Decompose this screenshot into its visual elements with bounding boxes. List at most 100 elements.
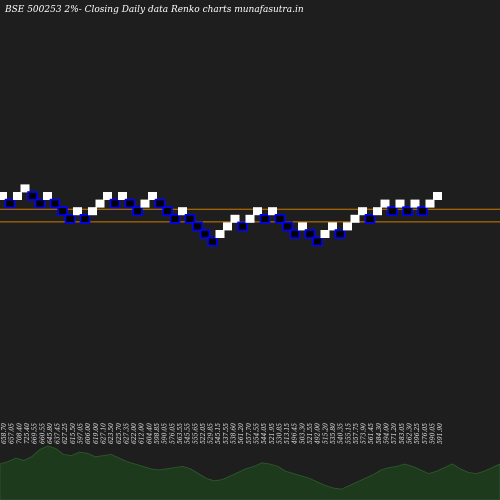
renko-brick-up xyxy=(245,214,255,223)
price-label: 537.55 xyxy=(223,423,230,444)
renko-brick-up xyxy=(223,222,232,231)
price-label: 658.70 xyxy=(1,423,8,444)
price-label: 573.90 xyxy=(361,423,368,444)
price-label: 627.35 xyxy=(123,423,130,444)
renko-brick-up xyxy=(425,199,435,208)
price-label: 557.75 xyxy=(353,423,360,444)
price-label: 555.65 xyxy=(192,423,199,444)
renko-brick-up xyxy=(373,207,382,216)
renko-brick-down xyxy=(57,206,68,216)
renko-brick-up xyxy=(410,199,420,208)
renko-brick-up xyxy=(43,192,52,200)
price-label: 562.30 xyxy=(406,423,413,444)
renko-brick-down xyxy=(289,229,301,239)
price-label: 590.05 xyxy=(429,423,436,444)
chart-title: BSE 500253 2%- Closing Daily data Renko … xyxy=(4,5,304,15)
price-label: 598.85 xyxy=(154,423,161,444)
renko-brick-down xyxy=(199,229,211,239)
price-label: 584.30 xyxy=(376,423,383,444)
price-label: 645.80 xyxy=(47,423,54,444)
renko-brick-up xyxy=(103,192,112,200)
renko-brick-up xyxy=(343,222,352,231)
renko-brick-up xyxy=(73,207,82,216)
volume-area xyxy=(0,445,500,500)
renko-brick-down xyxy=(402,206,413,216)
renko-brick-down xyxy=(312,236,323,247)
renko-brick-down xyxy=(364,214,376,224)
renko-brick-up xyxy=(328,222,337,231)
renko-brick-down xyxy=(184,214,196,224)
renko-brick-down xyxy=(259,214,271,224)
price-label: 590.05 xyxy=(162,423,169,444)
renko-brick-up xyxy=(380,199,390,208)
renko-brick-up xyxy=(95,199,105,208)
price-label: 627.10 xyxy=(100,423,107,444)
price-label: 521.95 xyxy=(269,423,276,444)
price-label: 563.55 xyxy=(177,423,184,444)
renko-brick-up xyxy=(140,199,150,208)
price-label: 555.15 xyxy=(345,423,352,444)
renko-brick-down xyxy=(162,206,173,216)
price-label: 496.45 xyxy=(292,423,299,445)
price-label: 538.60 xyxy=(231,423,238,444)
renko-brick-down xyxy=(154,198,166,209)
renko-brick-up xyxy=(253,207,262,216)
price-label: 657.05 xyxy=(9,423,16,444)
price-label: 557.70 xyxy=(246,423,253,444)
renko-brick-up xyxy=(0,192,7,200)
renko-brick-down xyxy=(124,198,136,209)
renko-brick-up xyxy=(320,230,330,238)
renko-brick-up xyxy=(118,192,127,200)
price-label: 554.55 xyxy=(253,423,260,444)
price-label: 596.25 xyxy=(414,423,421,444)
renko-brick-down xyxy=(64,214,76,224)
price-label: 615.50 xyxy=(70,423,77,444)
price-label: 625.70 xyxy=(116,423,123,444)
price-label: 522.05 xyxy=(200,423,207,444)
price-label: 503.30 xyxy=(299,423,306,444)
price-label: 529.85 xyxy=(208,423,215,444)
renko-brick-up xyxy=(178,207,187,216)
renko-brick-up xyxy=(395,199,405,208)
price-label: 597.05 xyxy=(78,423,85,444)
price-label: 515.20 xyxy=(322,423,329,444)
price-label: 619.00 xyxy=(93,423,100,444)
renko-brick-down xyxy=(169,214,181,224)
volume-layer xyxy=(0,445,500,500)
renko-brick-down xyxy=(192,221,203,232)
renko-brick-down xyxy=(417,206,428,216)
renko-brick-up xyxy=(358,207,367,216)
renko-brick-down xyxy=(109,198,121,209)
price-label: 545.55 xyxy=(185,423,192,444)
renko-brick-up xyxy=(350,214,360,223)
price-label: 513.15 xyxy=(284,423,291,444)
price-label: 637.45 xyxy=(55,423,62,444)
price-label: 622.00 xyxy=(131,423,138,444)
price-label: 535.80 xyxy=(330,423,337,444)
renko-brick-down xyxy=(49,198,61,209)
renko-brick-down xyxy=(274,214,286,224)
renko-brick-down xyxy=(334,229,346,239)
renko-brick-down xyxy=(207,236,218,247)
price-label: 606.00 xyxy=(85,423,92,444)
brick-layer xyxy=(0,184,442,247)
renko-brick-up xyxy=(298,222,307,231)
price-label: 561.45 xyxy=(368,423,375,444)
renko-brick-up xyxy=(230,214,240,223)
price-label: 725.40 xyxy=(24,423,31,444)
renko-brick-up xyxy=(13,192,22,200)
renko-brick-up xyxy=(20,184,30,193)
price-label: 540.35 xyxy=(338,423,345,444)
price-label: 623.50 xyxy=(108,423,115,444)
renko-brick-up xyxy=(268,207,277,216)
price-label: 594.00 xyxy=(384,423,391,444)
price-label: 612.00 xyxy=(139,423,146,444)
price-label: 521.55 xyxy=(307,423,314,444)
price-label: 591.90 xyxy=(437,423,444,444)
renko-brick-down xyxy=(4,198,16,209)
renko-brick-down xyxy=(282,221,293,232)
price-label-layer: 658.70 657.05 708.40 725.40 669.55 660.55 645.… xyxy=(1,423,444,445)
price-label: 492.00 xyxy=(315,423,322,445)
price-label: 669.55 xyxy=(32,423,39,444)
renko-brick-down xyxy=(27,191,38,201)
